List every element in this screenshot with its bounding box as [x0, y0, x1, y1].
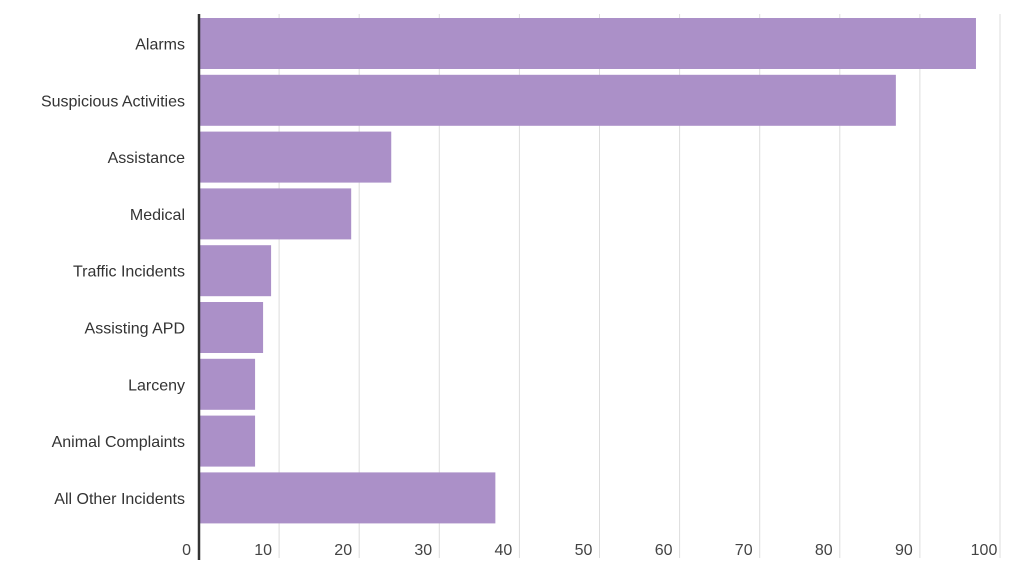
- x-tick-label: 70: [735, 542, 753, 559]
- bar: [199, 131, 392, 183]
- bar: [199, 18, 976, 69]
- category-label: Larceny: [128, 377, 185, 394]
- bar: [199, 358, 256, 410]
- category-labels: Alarms Suspicious Activities Assistance Med…: [41, 37, 185, 508]
- x-tick-labels: 0 10 20 30 40 50 60 70 80 90 100: [182, 542, 997, 559]
- category-label: Assistance: [108, 150, 185, 167]
- x-tick-label: 20: [334, 542, 352, 559]
- x-tick-label: 30: [414, 542, 432, 559]
- x-tick-label: 10: [254, 542, 272, 559]
- category-label: Medical: [130, 207, 185, 224]
- category-label: Traffic Incidents: [73, 264, 185, 281]
- category-label: Suspicious Activities: [41, 93, 185, 110]
- bar: [199, 188, 352, 240]
- x-tick-label: 50: [575, 542, 593, 559]
- bar: [199, 245, 272, 297]
- category-label: All Other Incidents: [54, 491, 185, 508]
- x-tick-label: 60: [655, 542, 673, 559]
- x-tick-label: 100: [971, 542, 998, 559]
- bar: [199, 302, 264, 353]
- x-tick-label: 40: [495, 542, 513, 559]
- bar: [199, 74, 896, 126]
- bar: [199, 415, 256, 467]
- x-tick-label: 0: [182, 542, 191, 559]
- x-tick-label: 80: [815, 542, 833, 559]
- bar: [199, 472, 496, 524]
- category-label: Alarms: [135, 37, 185, 54]
- category-label: Assisting APD: [85, 321, 185, 338]
- bars: [199, 18, 976, 524]
- x-tick-label: 90: [895, 542, 913, 559]
- category-label: Animal Complaints: [52, 434, 185, 451]
